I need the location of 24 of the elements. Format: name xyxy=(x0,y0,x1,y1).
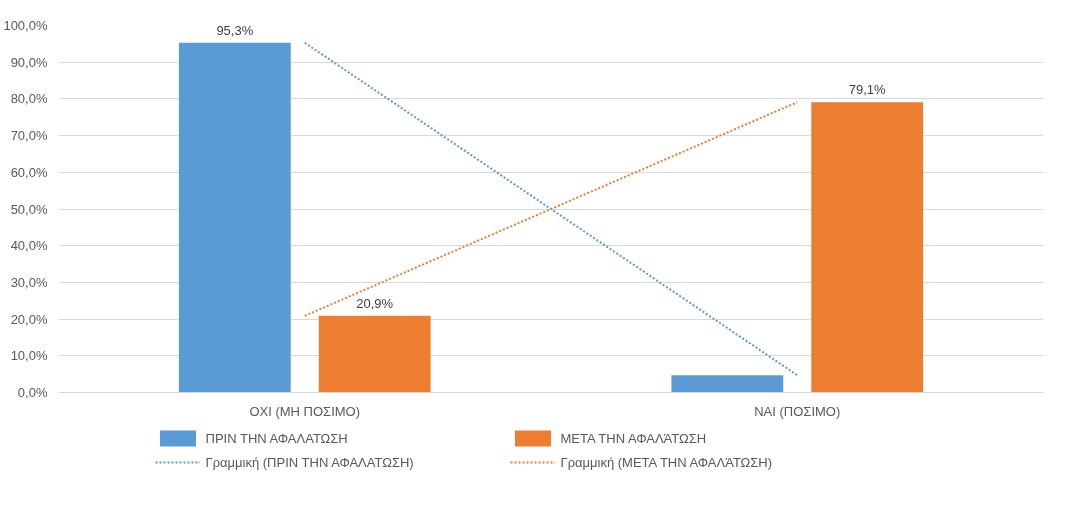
bar xyxy=(671,375,784,393)
y-tick-label: 60,0% xyxy=(10,164,48,180)
bar xyxy=(811,102,924,393)
y-tick-label: 40,0% xyxy=(10,238,48,254)
legend-label: ΠΡΙΝ ΤΗΝ ΑΦΑΛΑΤΩΣΗ xyxy=(205,430,349,446)
y-tick-label: 80,0% xyxy=(10,91,48,107)
data-label: 79,1% xyxy=(848,82,887,98)
y-tick-label: 50,0% xyxy=(10,201,48,217)
y-tick-label: 20,0% xyxy=(10,311,48,327)
y-tick-label: 30,0% xyxy=(10,274,48,290)
y-tick-label: 0,0% xyxy=(17,385,48,400)
bar xyxy=(318,315,431,393)
y-tick-label: 100,0% xyxy=(3,18,48,33)
legend-label: Γραμμική (ΜΕΤΑ ΤΗΝ ΑΦΑΛΆΤΩΣΗ) xyxy=(560,454,774,470)
legend-label: ΜΕΤΑ ΤΗΝ ΑΦΑΛΆΤΩΣΗ xyxy=(560,430,708,446)
y-tick-label: 70,0% xyxy=(10,128,48,144)
bar xyxy=(178,42,291,393)
x-tick-label: ΟΧΙ (ΜΗ ΠΟΣΙΜΟ) xyxy=(249,403,361,419)
data-label: 20,9% xyxy=(356,295,394,311)
y-tick-label: 10,0% xyxy=(10,348,48,364)
y-tick-label: 90,0% xyxy=(10,54,48,70)
data-label: 95,3% xyxy=(216,22,254,38)
x-tick-label: ΝΑΙ (ΠΟΣΙΜΟ) xyxy=(754,403,841,419)
legend-label: Γραμμική (ΠΡΙΝ ΤΗΝ ΑΦΑΛΑΤΩΣΗ) xyxy=(205,454,415,470)
